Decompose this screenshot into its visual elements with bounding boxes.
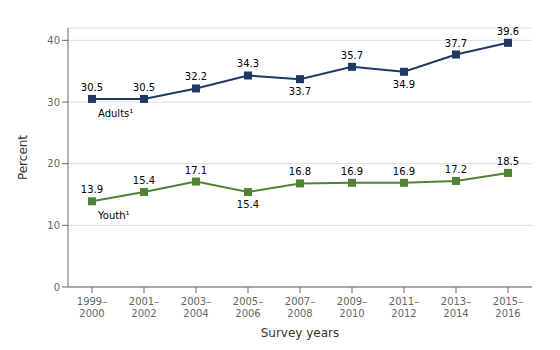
svg-text:30.5: 30.5	[133, 82, 155, 93]
svg-text:37.7: 37.7	[445, 38, 467, 49]
svg-text:2015–2016: 2015–2016	[493, 296, 523, 319]
svg-text:15.4: 15.4	[237, 199, 259, 210]
svg-text:Youth¹: Youth¹	[97, 210, 130, 221]
svg-text:16.9: 16.9	[341, 166, 363, 177]
svg-text:0: 0	[54, 282, 60, 293]
svg-text:Survey years: Survey years	[261, 326, 340, 340]
svg-text:2003–2004: 2003–2004	[181, 296, 211, 319]
svg-text:15.4: 15.4	[133, 175, 155, 186]
svg-text:2007–2008: 2007–2008	[285, 296, 315, 319]
svg-text:2001–2002: 2001–2002	[129, 296, 159, 319]
svg-text:2013–2014: 2013–2014	[441, 296, 471, 319]
svg-text:33.7: 33.7	[289, 86, 311, 97]
svg-text:39.6: 39.6	[497, 26, 519, 37]
svg-text:32.2: 32.2	[185, 71, 207, 82]
svg-text:30: 30	[47, 97, 60, 108]
svg-text:17.1: 17.1	[185, 165, 207, 176]
svg-text:17.2: 17.2	[445, 164, 467, 175]
svg-text:Adults¹: Adults¹	[98, 108, 133, 119]
svg-text:10: 10	[47, 220, 60, 231]
svg-text:2009–2010: 2009–2010	[337, 296, 367, 319]
svg-text:35.7: 35.7	[341, 50, 363, 61]
svg-text:16.8: 16.8	[289, 166, 311, 177]
svg-text:40: 40	[47, 35, 60, 46]
svg-text:34.3: 34.3	[237, 58, 259, 69]
svg-text:30.5: 30.5	[81, 82, 103, 93]
svg-text:1999–2000: 1999–2000	[77, 296, 107, 319]
svg-text:13.9: 13.9	[81, 184, 103, 195]
svg-text:18.5: 18.5	[497, 156, 519, 167]
svg-text:34.9: 34.9	[393, 79, 415, 90]
svg-text:16.9: 16.9	[393, 166, 415, 177]
svg-text:20: 20	[47, 158, 60, 169]
svg-text:2011–2012: 2011–2012	[389, 296, 419, 319]
svg-text:2005–2006: 2005–2006	[233, 296, 263, 319]
svg-text:Percent: Percent	[16, 135, 30, 180]
